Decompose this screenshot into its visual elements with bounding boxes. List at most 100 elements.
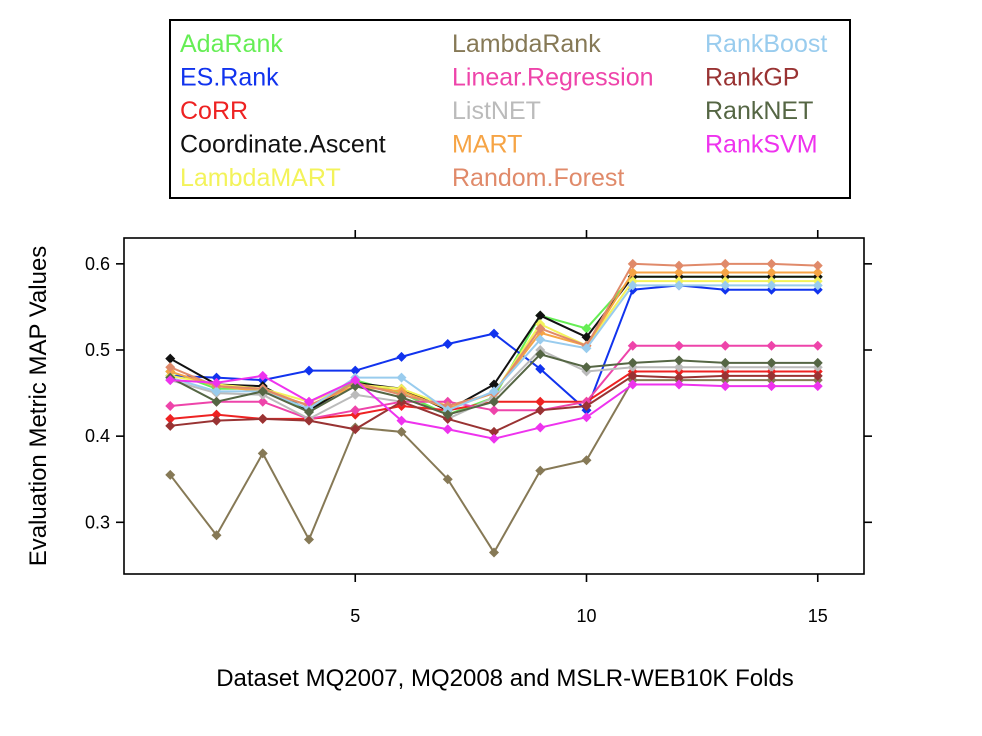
data-point	[442, 338, 453, 349]
axis-ticks: 5 10 15 0.3 0.4 0.5 0.6	[85, 230, 872, 626]
series-ranksvm	[165, 370, 823, 444]
data-point	[350, 389, 361, 400]
data-point	[720, 357, 731, 368]
data-point	[396, 426, 407, 437]
data-point	[581, 412, 592, 423]
data-point	[812, 370, 823, 381]
data-point	[489, 328, 499, 339]
legend-item: ES.Rank	[180, 64, 279, 92]
data-point	[766, 280, 777, 291]
data-point	[581, 343, 592, 354]
data-point	[350, 381, 361, 392]
legend-item: Random.Forest	[452, 164, 624, 192]
x-axis-title: Dataset MQ2007, MQ2008 and MSLR-WEB10K F…	[216, 665, 794, 692]
data-point	[489, 396, 499, 407]
data-point	[627, 357, 638, 368]
y-tick-label: 0.4	[85, 426, 110, 446]
data-point	[812, 340, 823, 351]
legend-item: LambdaMART	[180, 164, 341, 192]
data-point	[627, 280, 638, 291]
data-point	[535, 323, 546, 334]
data-point	[257, 413, 268, 424]
x-tick-label: 10	[576, 606, 596, 626]
data-point	[350, 375, 361, 386]
data-point	[165, 353, 176, 364]
data-point	[766, 340, 777, 351]
legend-item: RankSVM	[705, 131, 818, 159]
data-point	[581, 455, 592, 466]
legend: AdaRank ES.Rank CoRR Coordinate.Ascent Lambd…	[180, 30, 827, 192]
data-point	[766, 357, 777, 368]
data-point	[350, 424, 361, 435]
data-point	[581, 362, 592, 373]
data-point	[396, 351, 407, 362]
data-point	[304, 415, 314, 426]
data-point	[535, 422, 546, 433]
data-point	[396, 392, 407, 403]
data-point	[489, 405, 499, 416]
data-point	[211, 415, 222, 426]
data-point	[812, 267, 823, 278]
data-point	[165, 469, 176, 480]
y-tick-label: 0.5	[85, 340, 110, 360]
data-point	[627, 370, 638, 381]
data-point	[766, 258, 777, 269]
data-point	[489, 426, 499, 437]
data-point	[396, 415, 407, 426]
data-point	[627, 340, 638, 351]
data-point	[674, 355, 684, 366]
data-point	[304, 365, 314, 376]
y-tick-label: 0.6	[85, 254, 110, 274]
data-point	[165, 401, 176, 411]
data-point	[304, 534, 314, 545]
data-point	[165, 413, 176, 424]
series-ranknet	[165, 349, 823, 420]
data-point	[211, 409, 222, 420]
data-point	[766, 370, 777, 381]
legend-item: RankNET	[705, 97, 813, 125]
data-point	[674, 280, 684, 291]
legend-item: Linear.Regression	[452, 64, 654, 92]
legend-item: MART	[452, 131, 522, 159]
data-point	[165, 362, 176, 373]
data-point	[674, 267, 684, 278]
data-point	[211, 530, 222, 541]
data-point	[766, 267, 777, 278]
data-point	[674, 372, 684, 383]
legend-item: RankBoost	[705, 30, 827, 58]
data-point	[535, 363, 546, 374]
data-point	[165, 420, 176, 431]
data-point	[766, 381, 777, 392]
data-point	[720, 370, 731, 381]
legend-item: LambdaRank	[452, 30, 601, 58]
data-point	[257, 396, 268, 407]
data-point	[211, 377, 222, 388]
data-point	[257, 370, 268, 381]
data-point	[257, 386, 268, 397]
series-group	[165, 258, 823, 558]
data-point	[535, 334, 546, 345]
data-point	[396, 372, 407, 383]
data-point	[489, 386, 499, 397]
data-point	[674, 362, 684, 373]
data-point	[720, 381, 731, 392]
data-point	[442, 424, 453, 435]
data-point	[535, 405, 546, 416]
data-point	[442, 409, 453, 420]
data-point	[211, 396, 222, 407]
data-point	[812, 357, 823, 368]
data-point	[350, 405, 361, 416]
data-point	[304, 407, 314, 418]
data-point	[720, 340, 731, 351]
y-tick-label: 0.3	[85, 512, 110, 532]
legend-item: CoRR	[180, 97, 248, 125]
data-point	[674, 379, 684, 390]
data-point	[674, 340, 684, 351]
legend-item: AdaRank	[180, 30, 283, 58]
data-point	[535, 310, 546, 321]
data-point	[211, 372, 222, 383]
data-point	[442, 474, 453, 485]
data-point	[165, 375, 176, 386]
data-point	[812, 280, 823, 291]
data-point	[720, 280, 731, 291]
